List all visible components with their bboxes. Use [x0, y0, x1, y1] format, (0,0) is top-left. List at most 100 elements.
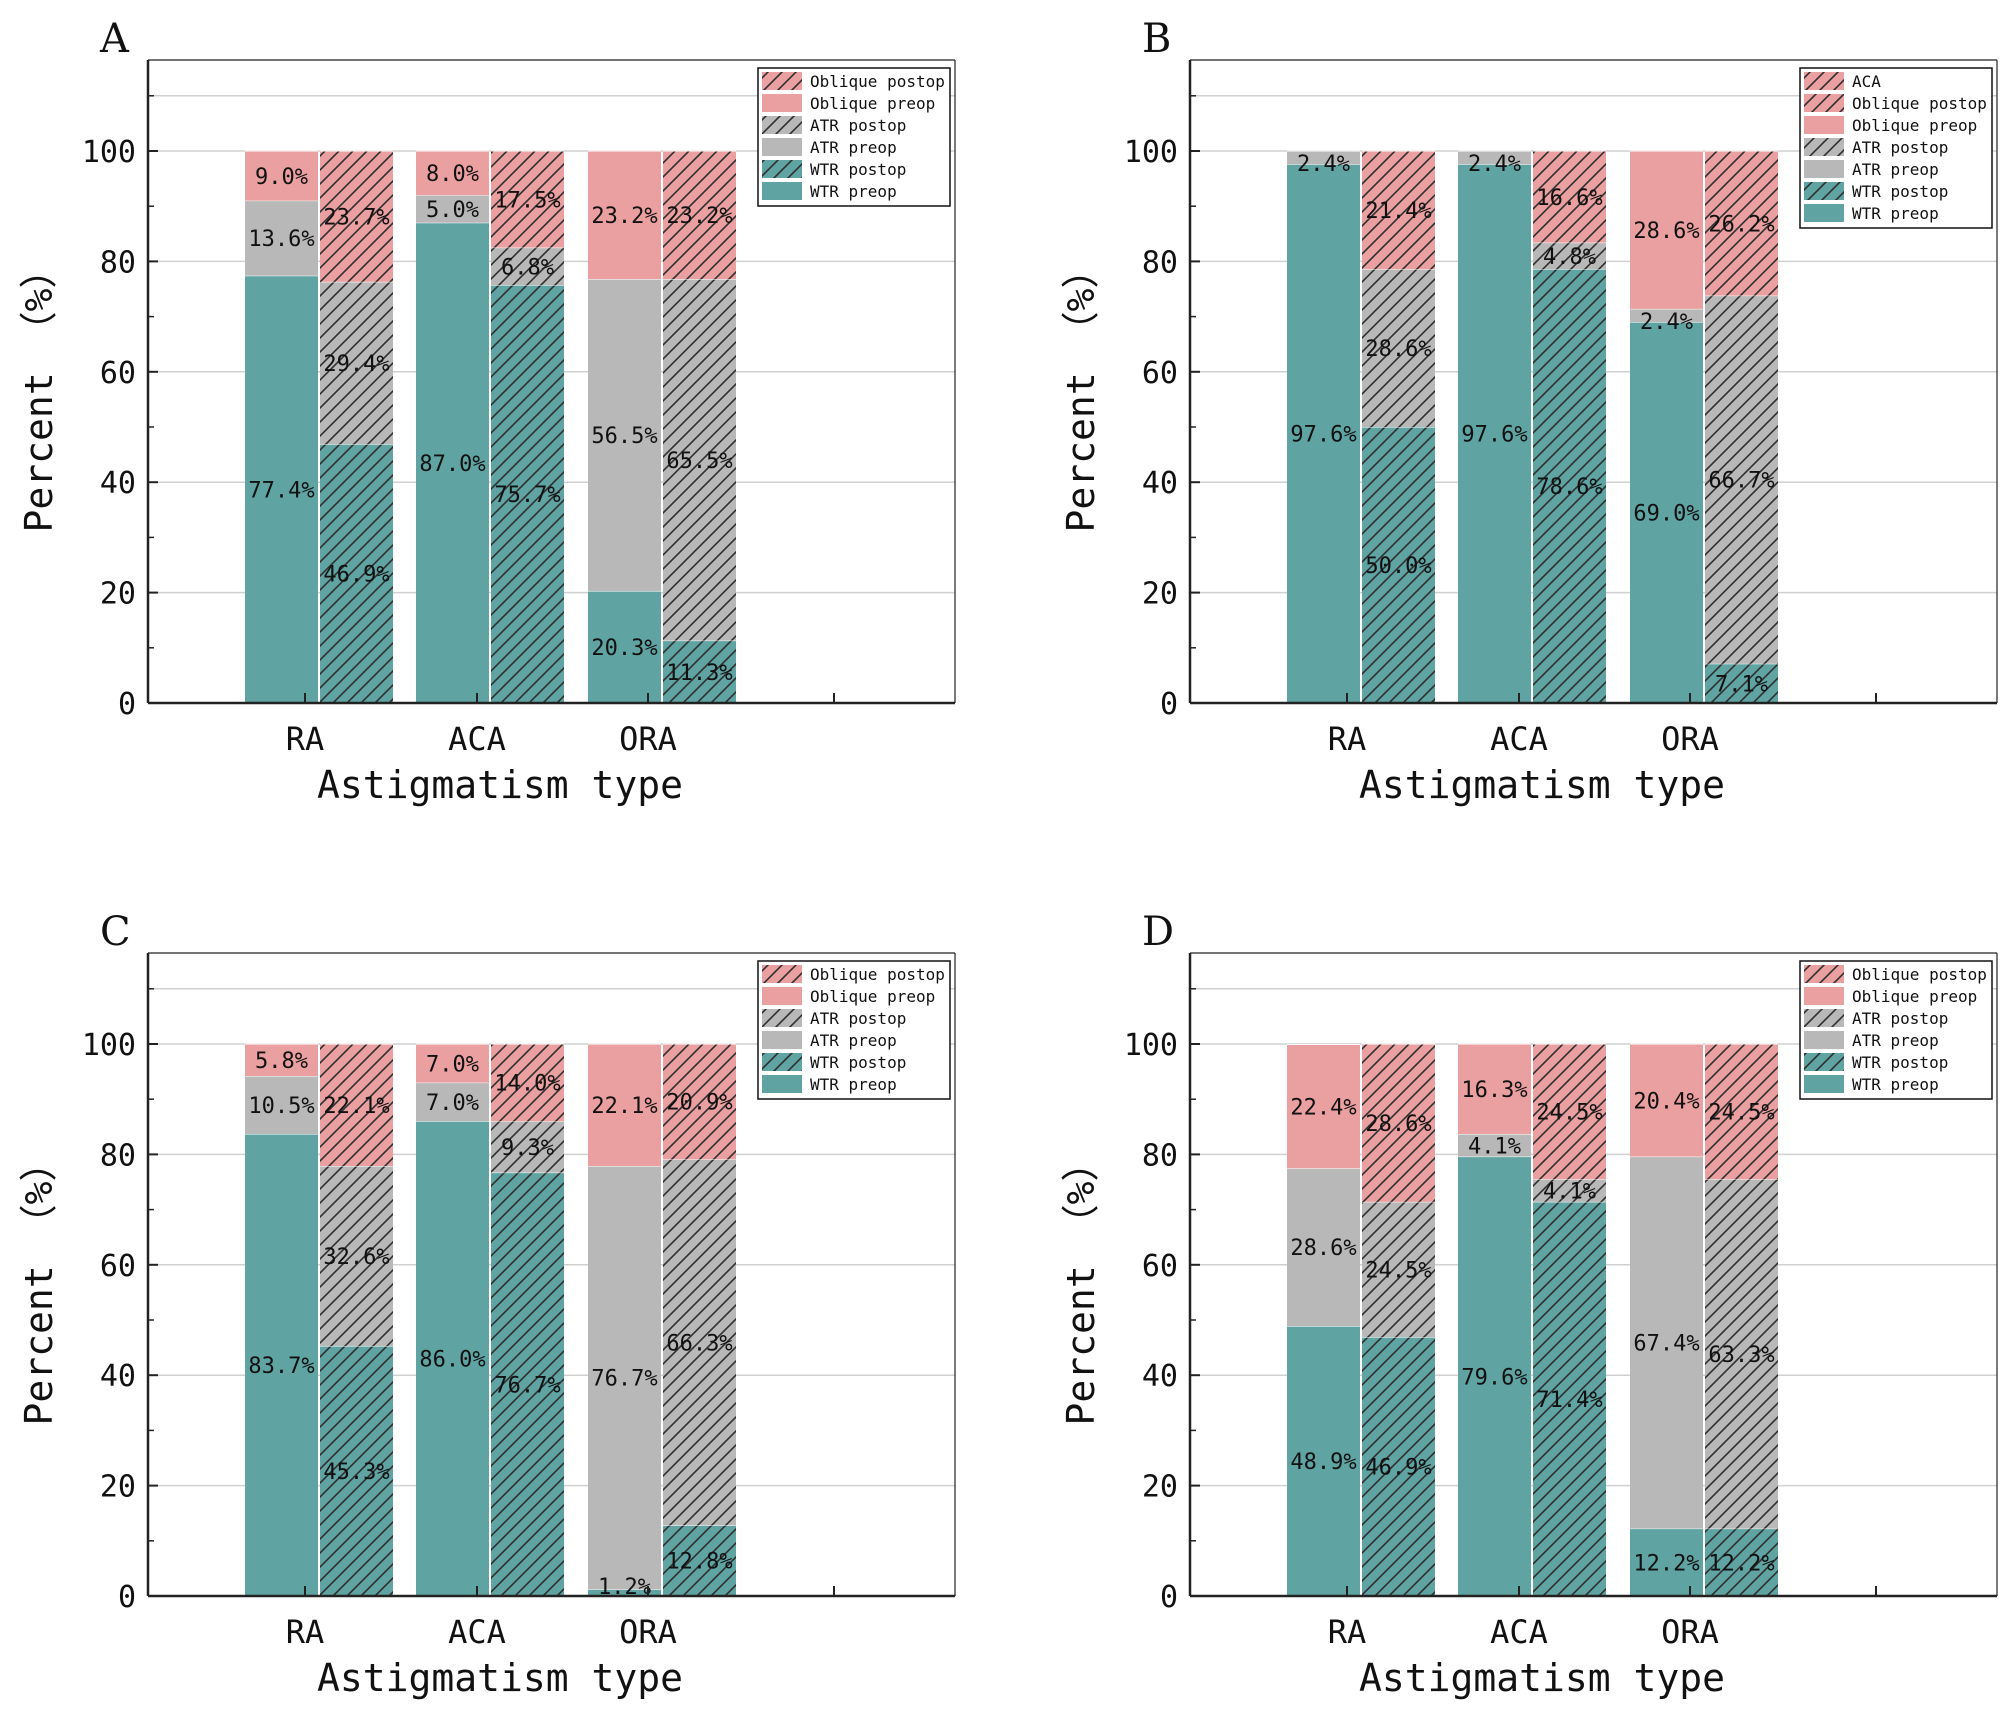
legend-label: WTR postop — [1852, 1053, 1948, 1072]
bar-ra-postop-wtr-hatch — [320, 444, 393, 703]
data-label: 14.0% — [494, 1072, 560, 1097]
bar-ora-postop-atr-hatch — [663, 279, 736, 641]
bar-aca-preop-atr — [1458, 1133, 1531, 1157]
data-label: 97.6% — [1290, 423, 1356, 448]
bar-ora-postop-wtr-hatch — [1705, 663, 1778, 703]
bar-ora-postop-atr-hatch — [663, 1159, 736, 1526]
data-label: 67.4% — [1633, 1332, 1699, 1357]
legend-swatch-hatch — [1804, 1009, 1844, 1027]
data-label: 46.9% — [323, 563, 389, 588]
y-tick-label: 100 — [1124, 135, 1178, 170]
data-label: 11.3% — [666, 661, 732, 686]
bar-ra-postop-oblique-hatch — [1362, 1044, 1435, 1202]
bar-ora-preop-atr — [588, 279, 661, 591]
data-label: 12.2% — [1633, 1551, 1699, 1576]
data-label: 8.0% — [426, 162, 479, 187]
bar-aca-preop-oblique — [416, 1044, 489, 1083]
panel-D: D 48.9% 28.6% 22.4% 46.9% 24.5% 28.6% 79.6% 4.1%… — [1059, 909, 1998, 1700]
bar-ora-preop-atr — [1630, 308, 1703, 323]
data-label: 71.4% — [1536, 1388, 1602, 1413]
bar-ra-preop-wtr — [1287, 164, 1360, 704]
bar-ora-postop-atr-hatch — [1705, 1179, 1778, 1529]
data-label: 4.1% — [1468, 1134, 1521, 1159]
y-tick-label: 40 — [1142, 1359, 1178, 1394]
data-label: 16.3% — [1461, 1078, 1527, 1103]
legend-label: ATR preop — [810, 1031, 897, 1050]
bar-ra-postop-wtr-hatch — [1362, 1337, 1435, 1596]
data-label: 12.2% — [1708, 1551, 1774, 1576]
data-label: 16.6% — [1536, 186, 1602, 211]
y-tick-label: 0 — [118, 687, 136, 722]
bar-ra-preop-atr — [245, 200, 318, 276]
y-tick-label: 60 — [1142, 356, 1178, 391]
y-axis-label: Percent （%） — [1059, 251, 1103, 533]
y-tick-label: 60 — [100, 356, 136, 391]
bar-ra-postop-atr-hatch — [1362, 269, 1435, 427]
data-label: 46.9% — [1365, 1456, 1431, 1481]
bar-ra-preop-wtr — [245, 275, 318, 703]
data-label: 22.1% — [323, 1094, 389, 1119]
legend-label: ATR preop — [1852, 160, 1939, 179]
bar-ora-preop-wtr — [588, 590, 661, 703]
legend-swatch-hatch — [762, 116, 802, 134]
bar-ra-preop-atr — [1287, 151, 1360, 165]
data-label: 10.5% — [248, 1094, 314, 1119]
data-label: 23.2% — [591, 204, 657, 229]
y-tick-label: 100 — [82, 135, 136, 170]
x-tick-label: ACA — [448, 720, 506, 758]
data-label: 56.5% — [591, 424, 657, 449]
bar-ra-preop-wtr — [245, 1133, 318, 1596]
x-tick-label: RA — [1328, 1613, 1367, 1651]
bar-aca-postop-atr-hatch — [491, 247, 564, 286]
data-label: 50.0% — [1365, 554, 1431, 579]
panel-C: C 83.7% 10.5% 5.8% 45.3% 32.6% 22.1% 86.0% 7.0% 7… — [17, 909, 956, 1700]
x-tick-label: RA — [1328, 720, 1367, 758]
data-label: 20.4% — [1633, 1089, 1699, 1114]
bar-aca-postop-wtr-hatch — [491, 1172, 564, 1596]
data-label: 69.0% — [1633, 502, 1699, 527]
panel-B: B 97.6% 2.4% 50.0% 28.6% 21.4% 97.6% 2.4% 78.6% 4… — [1059, 16, 1998, 807]
legend-swatch-hatch — [1804, 965, 1844, 983]
panel-letter: C — [100, 909, 131, 955]
legend-label: WTR postop — [810, 1053, 906, 1072]
bar-ra-preop-oblique — [245, 151, 318, 201]
y-tick-label: 40 — [100, 1359, 136, 1394]
legend-label: ATR postop — [1852, 138, 1948, 157]
legend-swatch-hatch — [762, 72, 802, 90]
bar-ora-postop-oblique-hatch — [1705, 151, 1778, 296]
data-label: 23.2% — [666, 204, 732, 229]
legend-label: ATR postop — [810, 1009, 906, 1028]
y-tick-label: 0 — [1160, 1580, 1178, 1615]
y-tick-label: 20 — [100, 1470, 136, 1505]
panel-letter: A — [99, 16, 130, 62]
legend-label: ATR postop — [810, 116, 906, 135]
legend-label: WTR preop — [810, 182, 897, 201]
bar-ra-postop-oblique-hatch — [1362, 151, 1435, 270]
bar-ra-preop-atr — [1287, 1168, 1360, 1327]
data-label: 75.7% — [494, 483, 560, 508]
data-label: 87.0% — [419, 452, 485, 477]
bar-aca-postop-wtr-hatch — [1533, 269, 1606, 703]
bar-ra-preop-wtr — [1287, 1326, 1360, 1596]
bar-aca-postop-oblique-hatch — [1533, 151, 1606, 243]
x-tick-label: ACA — [1490, 1613, 1548, 1651]
bar-ra-postop-wtr-hatch — [320, 1345, 393, 1596]
legend: ACA Oblique postop Oblique preop ATR postop… — [1799, 67, 1993, 229]
data-label: 24.5% — [1708, 1101, 1774, 1126]
data-label: 4.8% — [1543, 245, 1596, 270]
legend: Oblique postop Oblique preop ATR postop ATR… — [757, 960, 951, 1100]
data-label: 6.8% — [501, 255, 554, 280]
data-label: 20.9% — [666, 1091, 732, 1116]
bar-ora-preop-oblique — [1630, 151, 1703, 309]
bar-aca-preop-oblique — [416, 151, 489, 196]
bar-ora-preop-wtr — [1630, 322, 1703, 703]
bar-ora-postop-atr-hatch — [1705, 295, 1778, 664]
bar-aca-preop-atr — [416, 195, 489, 223]
bar-ora-postop-wtr-hatch — [663, 640, 736, 703]
data-label: 48.9% — [1290, 1450, 1356, 1475]
data-label: 78.6% — [1536, 475, 1602, 500]
bar-ra-postop-atr-hatch — [320, 281, 393, 445]
legend-swatch-hatch — [762, 160, 802, 178]
data-label: 29.4% — [323, 352, 389, 377]
